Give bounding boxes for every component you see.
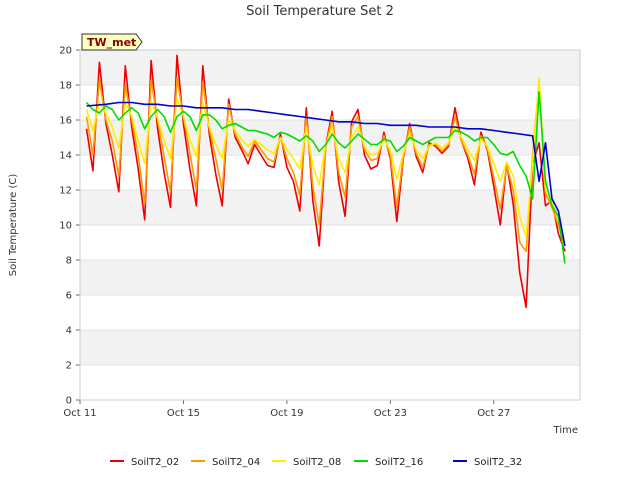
grid-band: [80, 85, 580, 120]
legend-label: SoilT2_16: [375, 457, 423, 468]
grid-band: [80, 330, 580, 365]
plot-frame: [79, 49, 581, 401]
y-tick-label: 8: [66, 256, 72, 267]
x-tick-label: Oct 27: [477, 408, 510, 419]
y-tick-label: 4: [66, 326, 72, 337]
series-line-soilt2_16: [85, 91, 566, 264]
y-axis-title: Soil Temperature (C): [8, 174, 19, 277]
y-tick-label: 12: [59, 186, 72, 197]
badge-shape: [81, 33, 143, 51]
tw-met-badge: TW_met: [81, 33, 143, 51]
legend-label: SoilT2_08: [293, 457, 341, 468]
legend: SoilT2_02 SoilT2_04 SoilT2_08 SoilT2_16 Soil…: [110, 457, 522, 468]
legend-label: SoilT2_04: [212, 457, 260, 468]
x-axis-title: Time: [553, 425, 578, 436]
y-tick-label: 20: [59, 46, 72, 57]
series-lines: [85, 54, 566, 309]
grid-band: [80, 260, 580, 295]
y-tick-label: 2: [66, 361, 72, 372]
y-tick-label: 16: [59, 116, 72, 127]
badge-label: TW_met: [87, 36, 136, 49]
legend-label: SoilT2_02: [131, 457, 179, 468]
series-line-soilt2_32: [86, 101, 566, 247]
y-tick-label: 18: [59, 81, 72, 92]
y-tick-label: 10: [59, 221, 72, 232]
x-tick-label: Oct 19: [270, 408, 303, 419]
x-axis-ticks: Oct 11 Oct 15 Oct 19 Oct 23 Oct 27: [63, 400, 510, 419]
legend-label: SoilT2_32: [474, 457, 522, 468]
y-axis-ticks: 0 2 4 6 8 10 12 14 16 18 20: [59, 46, 80, 407]
grid-band: [80, 225, 580, 260]
grid-band: [80, 365, 580, 400]
x-tick-label: Oct 11: [63, 408, 96, 419]
x-tick-label: Oct 23: [374, 408, 407, 419]
chart-title: Soil Temperature Set 2: [246, 4, 394, 19]
y-tick-label: 0: [66, 396, 72, 407]
y-tick-label: 14: [59, 151, 72, 162]
grid-band: [80, 190, 580, 225]
x-tick-label: Oct 15: [167, 408, 200, 419]
grid-band: [80, 50, 580, 85]
y-tick-label: 6: [66, 291, 72, 302]
grid-band: [80, 295, 580, 330]
